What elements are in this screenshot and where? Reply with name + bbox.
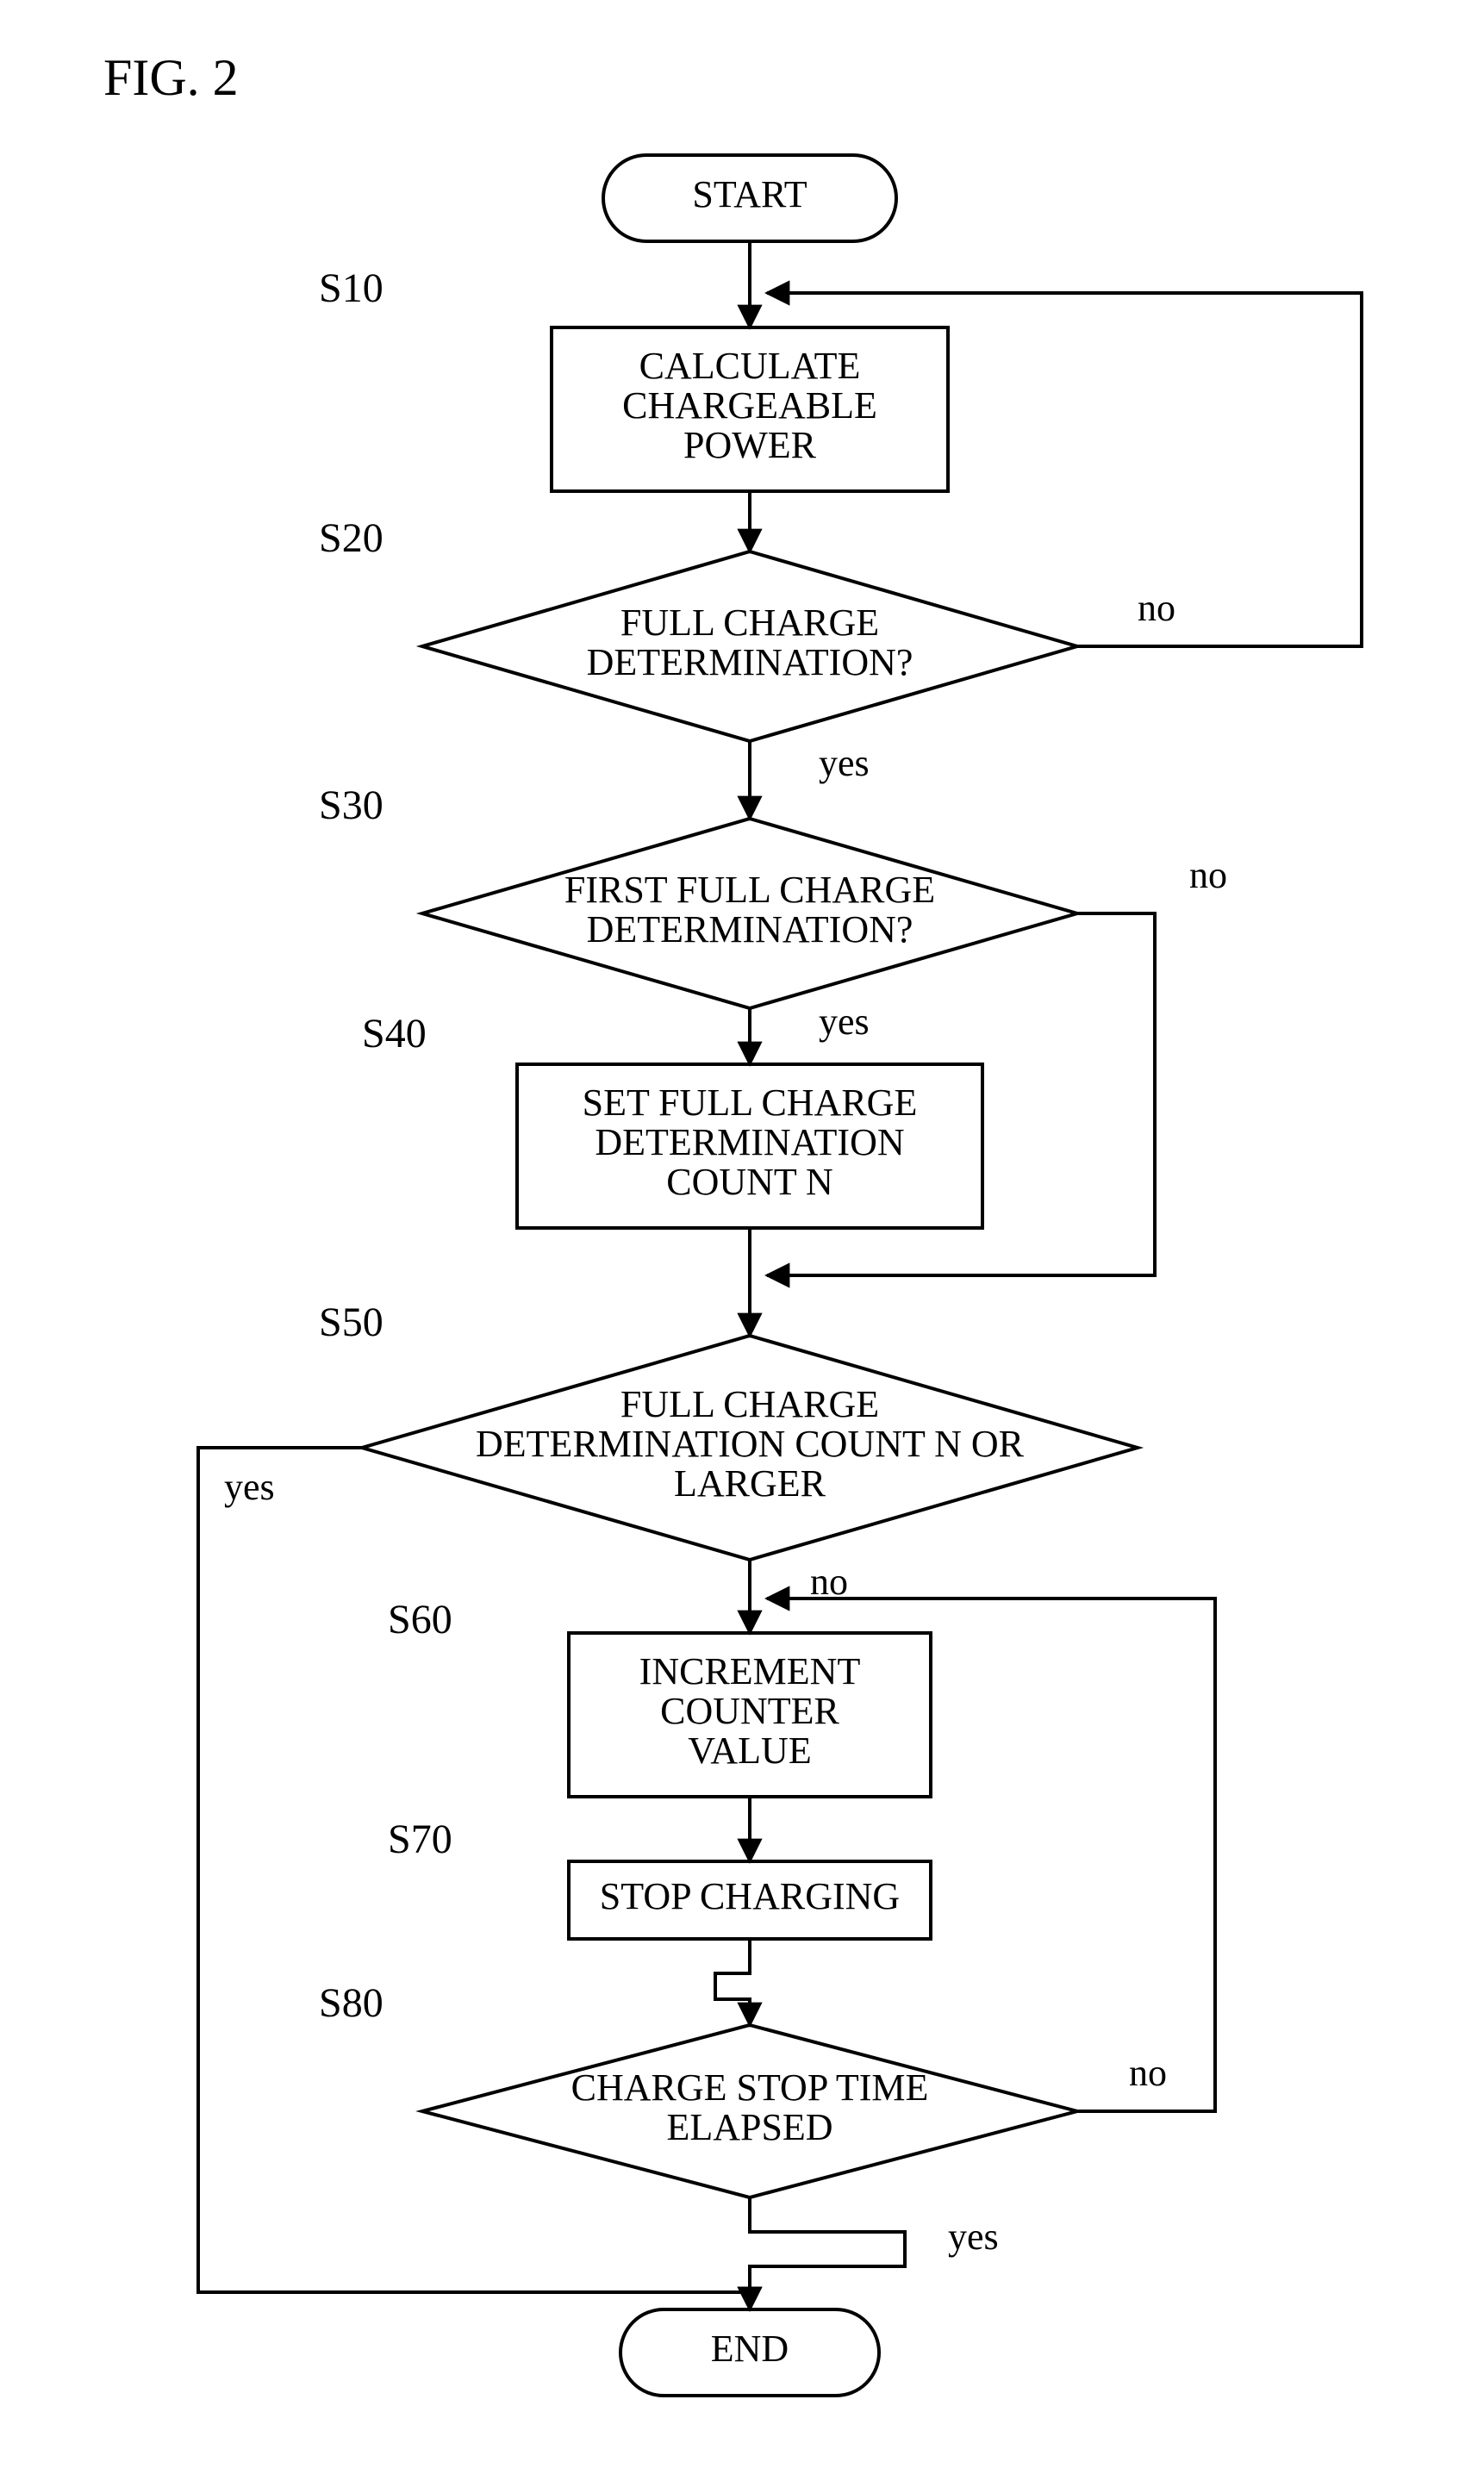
edge-label-2: yes — [819, 742, 870, 784]
step-label-s40: S40 — [362, 1011, 427, 1056]
edge-label-3: yes — [819, 1000, 870, 1043]
step-label-s60: S60 — [388, 1597, 452, 1642]
node-text-s20: FULL CHARGEDETERMINATION? — [587, 601, 913, 683]
node-text-s30: FIRST FULL CHARGEDETERMINATION? — [564, 869, 935, 950]
edge-label-11: no — [1129, 2052, 1167, 2094]
step-label-s50: S50 — [319, 1299, 383, 1345]
flowchart-svg: FIG. 2STARTCALCULATECHARGEABLEPOWERS10FU… — [0, 0, 1484, 2468]
edge-label-9: no — [1189, 854, 1227, 896]
step-label-s30: S30 — [319, 782, 383, 828]
edge-12 — [750, 2197, 905, 2292]
step-label-s10: S10 — [319, 265, 383, 311]
step-label-s20: S20 — [319, 515, 383, 561]
edge-label-8: no — [1138, 587, 1175, 629]
node-text-start: START — [692, 173, 807, 215]
edge-label-12: yes — [948, 2216, 999, 2258]
edge-label-5: no — [810, 1561, 848, 1603]
node-text-end: END — [711, 2328, 789, 2370]
step-label-s70: S70 — [388, 1817, 452, 1862]
edge-7 — [715, 1939, 750, 2025]
figure-label: FIG. 2 — [103, 49, 239, 106]
edge-label-10: yes — [224, 1466, 275, 1508]
step-label-s80: S80 — [319, 1980, 383, 2026]
node-text-s70: STOP CHARGING — [600, 1875, 900, 1917]
